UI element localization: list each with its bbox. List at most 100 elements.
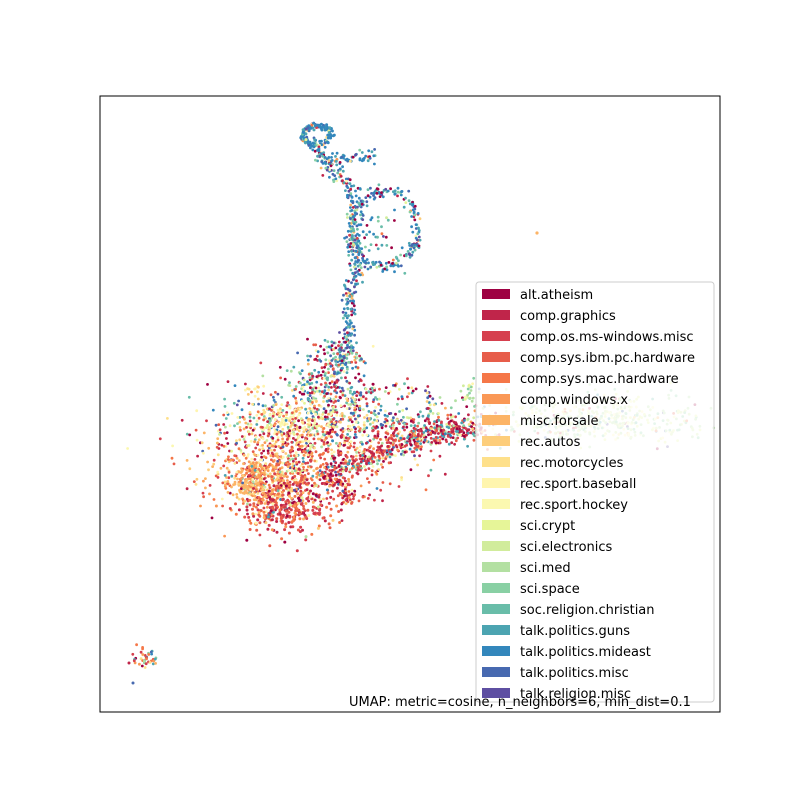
data-point [335,163,339,167]
data-point [324,166,328,170]
legend-label: comp.graphics [520,309,616,324]
data-point [265,505,269,509]
data-point [373,162,376,166]
data-point [367,417,371,420]
data-point [255,505,258,509]
data-point [250,470,254,474]
data-point [352,445,356,449]
data-point [277,463,280,467]
data-point [343,414,346,418]
data-point [318,498,322,501]
data-point [354,249,358,253]
data-point [346,186,350,190]
data-point [329,514,333,518]
data-point [276,438,280,442]
data-point [302,517,305,521]
data-point [380,191,383,195]
data-point [364,387,368,391]
data-point [343,283,346,287]
data-point [350,209,354,212]
data-point [266,423,269,427]
data-point [427,401,431,404]
data-point [255,528,259,532]
data-point [325,488,329,492]
data-point [419,442,422,445]
data-point [274,390,277,394]
data-point [261,392,265,395]
data-point [344,177,348,181]
data-point [409,416,413,420]
data-point [417,415,421,419]
data-point [462,424,466,427]
data-point [270,416,273,420]
data-point [364,196,368,200]
data-point [376,215,380,219]
data-point [339,390,343,393]
data-point [141,647,145,651]
data-point [361,280,364,284]
data-point [344,453,348,457]
data-point [361,214,365,217]
data-point [325,392,329,395]
data-point [317,403,321,407]
data-point [262,384,266,388]
legend-swatch [482,688,510,698]
data-point [365,391,368,395]
data-point [294,451,298,455]
data-point [292,432,296,436]
data-point [228,449,231,453]
data-point [346,343,349,347]
data-point [282,481,286,485]
data-point [151,662,155,666]
data-point [452,424,455,428]
data-point [214,474,218,478]
data-point [410,225,413,229]
data-point [346,193,349,197]
data-point [469,389,473,392]
data-point [285,411,289,414]
data-point [328,526,332,530]
data-point [254,482,257,486]
data-point [248,519,252,523]
data-point [386,414,389,418]
data-point [202,479,205,483]
data-point [285,422,289,426]
data-point [414,227,418,230]
data-point [372,192,376,195]
data-point [251,428,255,432]
data-point [253,440,256,444]
data-point [337,363,340,367]
data-point [414,223,418,227]
data-point [318,469,322,472]
data-point [441,437,445,441]
data-point [180,418,184,422]
data-point [242,486,246,490]
data-point [330,452,334,455]
legend-label: comp.sys.mac.hardware [520,372,679,387]
data-point [269,393,273,397]
data-point [330,129,334,133]
data-point [330,380,334,384]
data-point [416,437,419,441]
data-point [333,421,336,425]
data-point [281,493,285,497]
data-point [297,413,301,417]
data-point [373,498,376,502]
data-point [365,200,369,204]
data-point [295,427,299,431]
legend-label: talk.politics.misc [520,666,629,681]
data-point [280,537,284,541]
data-point [285,434,289,437]
data-point [300,469,304,472]
data-point [346,245,350,249]
data-point [304,444,307,447]
data-point [291,457,295,461]
data-point [147,653,151,656]
data-point [246,387,250,391]
data-point [353,333,356,337]
data-point [325,376,329,380]
data-point [262,432,266,436]
data-point [421,414,425,418]
data-point [194,428,198,432]
data-point [470,425,473,429]
